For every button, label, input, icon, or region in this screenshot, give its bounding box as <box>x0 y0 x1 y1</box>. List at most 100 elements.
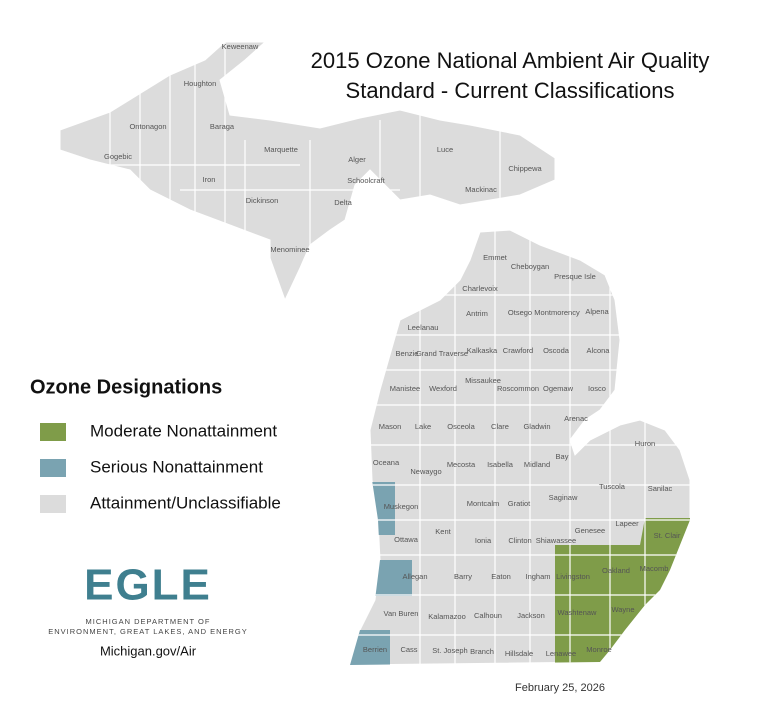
county-label: Oscoda <box>543 346 570 355</box>
county-label: Marquette <box>264 145 298 154</box>
legend-swatch <box>40 495 66 513</box>
county-label: Montcalm <box>467 499 500 508</box>
county-label: Eaton <box>491 572 511 581</box>
county-label: Lake <box>415 422 431 431</box>
county-label: Presque Isle <box>554 272 596 281</box>
county-label: Arenac <box>564 414 588 423</box>
county-label: Washtenaw <box>558 608 597 617</box>
county-label: Schoolcraft <box>347 176 385 185</box>
county-label: Leelanau <box>408 323 439 332</box>
county-label: Alcona <box>587 346 611 355</box>
county-label: Hillsdale <box>505 649 533 658</box>
county-label: Keweenaw <box>222 42 259 51</box>
county-label: St. Clair <box>654 531 681 540</box>
legend-swatch <box>40 459 66 477</box>
county-label: Clare <box>491 422 509 431</box>
county-label: Roscommon <box>497 384 539 393</box>
county-label: Calhoun <box>474 611 502 620</box>
county-label: Iron <box>203 175 216 184</box>
county-label: Shiawassee <box>536 536 576 545</box>
url: Michigan.gov/Air <box>100 643 197 658</box>
legend-label: Attainment/Unclassifiable <box>90 493 281 512</box>
land <box>59 41 691 666</box>
county-label: Ingham <box>525 572 550 581</box>
logo-line: ENVIRONMENT, GREAT LAKES, AND ENERGY <box>48 627 248 636</box>
county-label: Missaukee <box>465 376 501 385</box>
county-label: Otsego <box>508 308 532 317</box>
county-label: Genesee <box>575 526 605 535</box>
logo-line: MICHIGAN DEPARTMENT OF <box>86 617 211 626</box>
logo-wordmark: EGLE <box>84 561 212 610</box>
county-label: Lapeer <box>615 519 639 528</box>
county-label: Kalamazoo <box>428 612 466 621</box>
county-label: Grand Traverse <box>416 349 468 358</box>
county-label: Oakland <box>602 566 630 575</box>
county-label: Saginaw <box>549 493 578 502</box>
county-label: Ottawa <box>394 535 419 544</box>
county-label: Sanilac <box>648 484 673 493</box>
county-label: Wayne <box>611 605 634 614</box>
county-label: Montmorency <box>534 308 580 317</box>
county-label: Tuscola <box>599 482 626 491</box>
county-label: Manistee <box>390 384 420 393</box>
county-label: Delta <box>334 198 352 207</box>
legend: Moderate Nonattainment Serious Nonattainm… <box>40 421 281 513</box>
county-label: Bay <box>556 452 569 461</box>
county-label: Oceana <box>373 458 400 467</box>
county-label: Monroe <box>586 645 611 654</box>
county-label: Ionia <box>475 536 492 545</box>
county-label: Cheboygan <box>511 262 549 271</box>
legend-label: Serious Nonattainment <box>90 457 263 476</box>
title-line: 2015 Ozone National Ambient Air Quality <box>311 48 710 73</box>
county-label: Macomb <box>640 564 669 573</box>
county-label: Berrien <box>363 645 387 654</box>
county-label: Iosco <box>588 384 606 393</box>
county-label: Gogebic <box>104 152 132 161</box>
county-label: Allegan <box>402 572 427 581</box>
county-label: Alpena <box>585 307 609 316</box>
county-label: Baraga <box>210 122 235 131</box>
county-label: Midland <box>524 460 550 469</box>
county-label: Crawford <box>503 346 533 355</box>
county-labels: Keweenaw Houghton Ontonagon Baraga Gogebic Ma… <box>104 42 681 658</box>
county-label: Menominee <box>270 245 309 254</box>
date: February 25, 2026 <box>515 682 605 694</box>
county-label: Mason <box>379 422 402 431</box>
county-label: Osceola <box>447 422 475 431</box>
title-line: Standard - Current Classifications <box>346 78 675 103</box>
county-label: Wexford <box>429 384 457 393</box>
county-label: Emmet <box>483 253 508 262</box>
county-label: Muskegon <box>384 502 419 511</box>
county-label: Ontonagon <box>129 122 166 131</box>
county-label: Mackinac <box>465 185 497 194</box>
county-label: Luce <box>437 145 453 154</box>
county-label: Livingston <box>556 572 590 581</box>
county-label: Chippewa <box>508 164 542 173</box>
county-label: Kalkaska <box>467 346 498 355</box>
county-label: Newaygo <box>410 467 441 476</box>
county-label: Cass <box>400 645 417 654</box>
county-label: Gladwin <box>523 422 550 431</box>
county-borders <box>350 230 690 665</box>
county-label: Mecosta <box>447 460 476 469</box>
county-label: Gratiot <box>508 499 531 508</box>
county-label: Ogemaw <box>543 384 574 393</box>
county-label: Branch <box>470 647 494 656</box>
county-label: Van Buren <box>384 609 419 618</box>
legend-title: Ozone Designations <box>30 376 222 398</box>
county-label: Houghton <box>184 79 217 88</box>
county-label: Kent <box>435 527 451 536</box>
county-label: Huron <box>635 439 655 448</box>
county-label: Benzie <box>396 349 419 358</box>
county-label: Isabella <box>487 460 514 469</box>
upper-peninsula <box>59 41 556 302</box>
county-label: Barry <box>454 572 472 581</box>
legend-swatch <box>40 423 66 441</box>
county-label: Alger <box>348 155 366 164</box>
county-label: Jackson <box>517 611 545 620</box>
county-label: Antrim <box>466 309 488 318</box>
legend-label: Moderate Nonattainment <box>90 421 277 440</box>
county-label: Lenawee <box>546 649 576 658</box>
county-label: Dickinson <box>246 196 279 205</box>
